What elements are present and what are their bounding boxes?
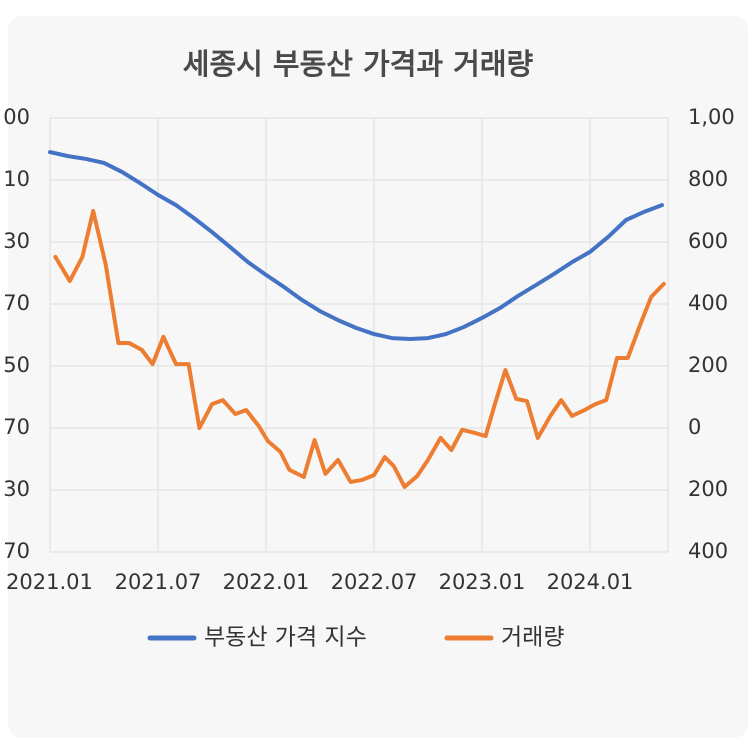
chart-background [8, 16, 748, 738]
y-tick-label: 70 [3, 539, 30, 563]
x-tick-label: 2022.01 [223, 570, 310, 594]
y2-tick-label: 200 [688, 353, 728, 377]
y2-tick-label: 400 [688, 539, 728, 563]
series-line [53, 209, 666, 489]
y2-tick-label: 0 [688, 415, 701, 439]
chart-title: 세종시 부동산 가격과 거래량 [183, 47, 534, 81]
y2-tick-label: 600 [688, 229, 728, 253]
y-tick-label: 50 [3, 353, 30, 377]
y-tick-label: 70 [3, 415, 30, 439]
x-tick-label: 2024.01 [547, 570, 634, 594]
y-tick-label: 30 [3, 477, 30, 501]
y2-tick-label: 1,00 [688, 105, 735, 129]
y2-tick-label: 200 [688, 477, 728, 501]
y-tick-label: 30 [3, 229, 30, 253]
y2-tick-label: 400 [688, 291, 728, 315]
legend-label: 부동산 가격 지수 [204, 625, 367, 651]
x-tick-label: 2023.01 [439, 570, 526, 594]
x-tick-label: 2022.07 [331, 570, 418, 594]
legend-label: 거래량 [501, 625, 564, 651]
y-tick-label: 70 [3, 291, 30, 315]
x-tick-label: 2021.07 [115, 570, 202, 594]
y-tick-label: 00 [3, 105, 30, 129]
x-tick-label: 2021.01 [6, 570, 93, 594]
series-line [48, 150, 664, 342]
y2-tick-label: 800 [688, 167, 728, 191]
y-tick-label: 10 [3, 167, 30, 191]
